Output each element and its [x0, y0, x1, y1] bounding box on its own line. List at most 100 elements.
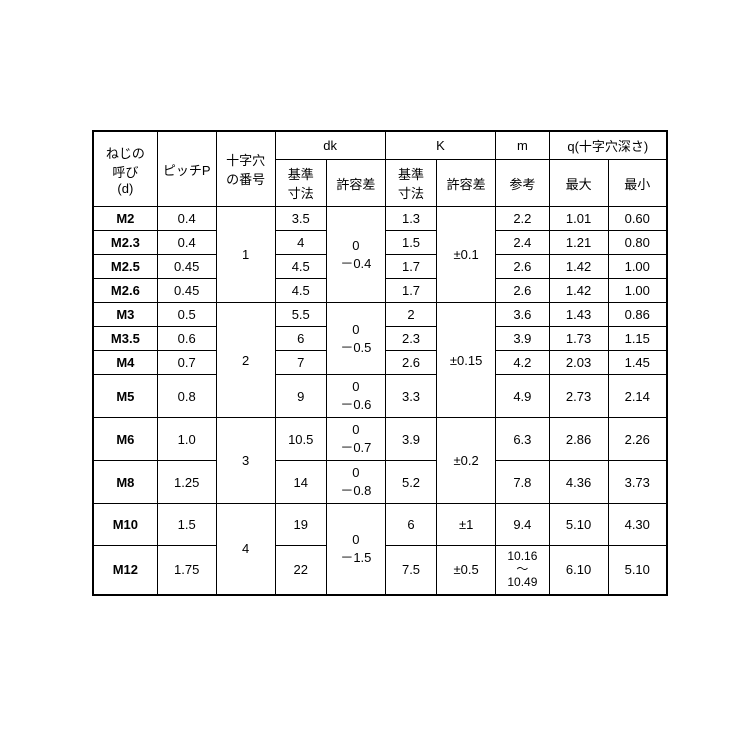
cell-qmin: 1.00: [608, 279, 667, 303]
header-cross: 十字穴の番号: [216, 131, 275, 207]
cell-d: M8: [93, 461, 157, 504]
cell-cross: 1: [216, 207, 275, 303]
cell-dk: 4.5: [275, 255, 326, 279]
cell-m: 4.2: [496, 351, 550, 375]
header-m: m: [496, 131, 550, 160]
cell-dk-tol: 0－0.5: [326, 303, 385, 375]
cell-m: 2.6: [496, 279, 550, 303]
cell-d: M2.5: [93, 255, 157, 279]
table-row: M3 0.5 2 5.5 0－0.5 2 ±0.15 3.6 1.43 0.86: [93, 303, 667, 327]
cell-p: 0.45: [157, 279, 216, 303]
cell-qmax: 2.73: [549, 375, 608, 418]
header-dk-ref: 基準寸法: [275, 160, 326, 207]
cell-m: 4.9: [496, 375, 550, 418]
cell-p: 1.25: [157, 461, 216, 504]
cell-dk-tol: 0－0.7: [326, 418, 385, 461]
cell-m: 10.16～10.49: [496, 546, 550, 595]
cell-qmax: 1.73: [549, 327, 608, 351]
cell-d: M10: [93, 504, 157, 546]
cell-d: M6: [93, 418, 157, 461]
cell-k: 1.7: [385, 279, 436, 303]
cell-qmax: 4.36: [549, 461, 608, 504]
cell-k: 5.2: [385, 461, 436, 504]
cell-k: 3.9: [385, 418, 436, 461]
cell-cross: 2: [216, 303, 275, 418]
cell-qmin: 4.30: [608, 504, 667, 546]
cell-cross: 3: [216, 418, 275, 504]
cell-qmin: 0.80: [608, 231, 667, 255]
header-k: K: [385, 131, 495, 160]
cell-qmin: 5.10: [608, 546, 667, 595]
cell-qmin: 3.73: [608, 461, 667, 504]
cell-m: 3.6: [496, 303, 550, 327]
cell-m: 7.8: [496, 461, 550, 504]
cell-dk: 7: [275, 351, 326, 375]
cell-qmax: 1.43: [549, 303, 608, 327]
cell-dk: 22: [275, 546, 326, 595]
cell-d: M5: [93, 375, 157, 418]
cell-d: M3.5: [93, 327, 157, 351]
cell-k: 7.5: [385, 546, 436, 595]
cell-k: 2.6: [385, 351, 436, 375]
cell-qmin: 1.00: [608, 255, 667, 279]
cell-k: 2.3: [385, 327, 436, 351]
cell-p: 0.7: [157, 351, 216, 375]
cell-k: 1.3: [385, 207, 436, 231]
table-row: M10 1.5 4 19 0－1.5 6 ±1 9.4 5.10 4.30: [93, 504, 667, 546]
header-q: q(十字穴深さ): [549, 131, 667, 160]
cell-d: M4: [93, 351, 157, 375]
header-q-max: 最大: [549, 160, 608, 207]
cell-m: 2.4: [496, 231, 550, 255]
cell-k-tol: ±0.15: [437, 303, 496, 418]
table-row: M5 0.8 9 0－0.6 3.3 4.9 2.73 2.14: [93, 375, 667, 418]
cell-p: 1.5: [157, 504, 216, 546]
cell-dk: 4.5: [275, 279, 326, 303]
cell-d: M2.6: [93, 279, 157, 303]
cell-dk: 5.5: [275, 303, 326, 327]
cell-dk: 6: [275, 327, 326, 351]
cell-qmin: 1.15: [608, 327, 667, 351]
cell-dk: 3.5: [275, 207, 326, 231]
cell-dk: 9: [275, 375, 326, 418]
cell-qmin: 2.14: [608, 375, 667, 418]
cell-qmax: 5.10: [549, 504, 608, 546]
header-k-ref: 基準寸法: [385, 160, 436, 207]
cell-qmax: 1.21: [549, 231, 608, 255]
cell-qmax: 2.86: [549, 418, 608, 461]
header-k-tol: 許容差: [437, 160, 496, 207]
header-dk: dk: [275, 131, 385, 160]
cell-dk: 4: [275, 231, 326, 255]
cell-d: M2: [93, 207, 157, 231]
cell-p: 0.8: [157, 375, 216, 418]
header-d: ねじの呼び(d): [93, 131, 157, 207]
cell-cross: 4: [216, 504, 275, 595]
cell-dk-tol: 0－0.4: [326, 207, 385, 303]
cell-p: 0.45: [157, 255, 216, 279]
cell-dk: 10.5: [275, 418, 326, 461]
cell-m: 2.6: [496, 255, 550, 279]
table-row: M6 1.0 3 10.5 0－0.7 3.9 ±0.2 6.3 2.86 2.…: [93, 418, 667, 461]
cell-m: 6.3: [496, 418, 550, 461]
cell-k-tol: ±1: [437, 504, 496, 546]
cell-k-tol: ±0.2: [437, 418, 496, 504]
screw-spec-table: ねじの呼び(d) ピッチP 十字穴の番号 dk K m q(十字穴深さ) 基準寸…: [92, 130, 668, 596]
cell-m: 2.2: [496, 207, 550, 231]
cell-dk-tol: 0－0.8: [326, 461, 385, 504]
cell-qmax: 1.01: [549, 207, 608, 231]
header-dk-tol: 許容差: [326, 160, 385, 207]
cell-qmax: 1.42: [549, 279, 608, 303]
header-pitch: ピッチP: [157, 131, 216, 207]
cell-p: 0.5: [157, 303, 216, 327]
cell-k: 6: [385, 504, 436, 546]
cell-dk: 14: [275, 461, 326, 504]
header-q-min: 最小: [608, 160, 667, 207]
cell-qmin: 1.45: [608, 351, 667, 375]
cell-qmin: 0.60: [608, 207, 667, 231]
cell-qmin: 2.26: [608, 418, 667, 461]
cell-qmax: 1.42: [549, 255, 608, 279]
cell-k-tol: ±0.5: [437, 546, 496, 595]
table-row: M2 0.4 1 3.5 0－0.4 1.3 ±0.1 2.2 1.01 0.6…: [93, 207, 667, 231]
cell-p: 0.4: [157, 207, 216, 231]
cell-dk-tol: 0－1.5: [326, 504, 385, 595]
cell-d: M12: [93, 546, 157, 595]
